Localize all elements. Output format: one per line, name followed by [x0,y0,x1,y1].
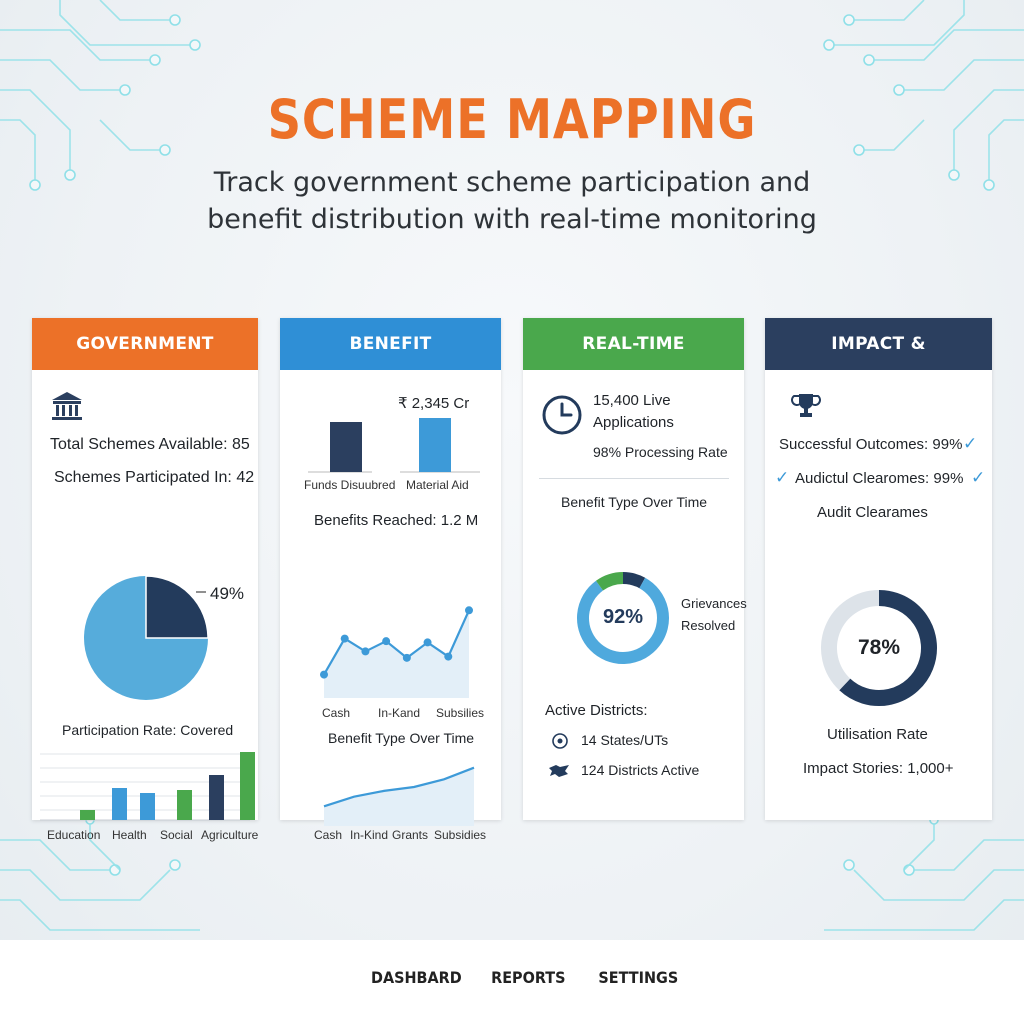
page-title: SCHEME MAPPING [267,88,757,151]
trend-label-cash: Cash [322,706,351,720]
trend-point-3 [382,637,391,646]
impact-stories-label: Impact Stories: 1,000+ [803,760,954,777]
impact-compliance-header[interactable]: IMPACT & COMPLIANCE [765,318,992,406]
benefits-reached-label: Benefits Reached: 1.2 M [314,512,479,529]
participation-bar-chart [40,752,255,821]
trend-line [323,609,471,676]
grievances-donut-segment-1 [577,577,669,664]
map-icon [549,765,569,777]
area-label-subsidies: Subsidies [434,828,487,842]
trend-point-5 [423,638,432,647]
check-icon-audit-right: ✓ [971,468,986,487]
audit-clearances-title: Audit Clearames [817,504,928,521]
bar-label-education: Education [47,828,101,842]
states-count-label: 14 States/UTs [581,732,669,748]
area-label-cash: Cash [314,828,343,842]
participation-bar-4 [209,775,224,820]
nav-settings[interactable]: SETTINGS [598,968,679,987]
participation-bar-3 [177,790,192,820]
grievances-donut-segment-0 [622,572,646,589]
utilisation-donut-segment-1 [821,590,880,691]
trend-label-subsidies: Subsilies [436,706,485,720]
active-districts-title: Active Districts: [545,702,648,719]
check-icon-outcomes: ✓ [963,434,978,453]
divider [539,478,729,479]
total-schemes-label: Total Schemes Available: 85 [50,436,250,453]
circuit-decoration-bottom-right [824,820,1024,931]
pie-percent-label: 49% [210,584,245,603]
utilisation-donut-segment-0 [839,590,937,706]
benefit-distribution-card: BENEFIT DISTRIBUTION ₹ 2,345 Cr Funds Di… [280,318,501,842]
participation-bar-0 [80,810,95,820]
page-subtitle: Track government scheme participation an… [207,167,817,235]
area-line [323,766,475,808]
successful-outcomes-label: Successful Outcomes: 99% [779,436,963,453]
circuit-decoration-bottom-left [0,820,200,931]
utilisation-rate-label: Utilisation Rate [827,726,928,743]
funds-amount-label: ₹ 2,345 Cr [398,395,470,412]
area-label-grants: Grants [392,828,429,842]
bar-label-social: Social [160,828,193,842]
area-label-in-kind: In-Kind [350,828,389,842]
target-icon [552,733,568,749]
check-icon-audit-left: ✓ [775,468,790,487]
participation-bar-2 [140,793,155,820]
trophy-icon [791,394,821,417]
schemes-participated-label: Schemes Participated In: 42 [54,469,255,486]
government-schemes-header[interactable]: GOVERNMENT SCHEMES [32,318,258,406]
participation-bar-1 [112,788,127,820]
grievances-donut-value: 92% [602,606,644,628]
utilisation-donut-chart [821,590,937,706]
real-time-monitoring-card: REAL-TIME MONITORING 15,400 Live Applica… [523,318,747,820]
real-time-monitoring-header[interactable]: REAL-TIME MONITORING [523,318,744,406]
trend-point-1 [340,634,349,643]
benefit-type-over-time-title: Benefit Type Over Time [328,730,475,746]
funds-bar-1 [419,418,451,472]
circuit-decoration-top-right [823,0,1024,191]
audit-clearances-label: Audictul Clearomes: 99% [795,470,964,487]
government-schemes-card: GOVERNMENT SCHEMES Total Schemes Availab… [32,318,258,842]
trend-point-7 [465,606,473,615]
bar-label-agriculture: Agriculture [201,828,259,842]
live-applications-line2: Applications [593,414,674,431]
nav-dashboard[interactable]: DASHBARD [371,968,462,987]
districts-active-label: 124 Districts Active [581,762,700,778]
benefit-trend-line-chart [320,606,473,698]
trend-point-6 [444,652,453,661]
bar-label-health: Health [112,828,147,842]
grievances-donut-chart [577,572,669,664]
benefit-type-area-chart [323,766,475,826]
utilisation-donut-value: 78% [857,636,901,659]
impact-compliance-card: IMPACT & COMPLIANCE Successful Outcomes:… [765,318,992,820]
processing-rate-label: 98% Processing Rate [593,444,728,460]
benefit-distribution-header[interactable]: BENEFIT DISTRIBUTION [280,318,501,406]
circuit-decoration-top-left [0,0,201,191]
nav-reports[interactable]: REPORTS [491,968,566,987]
trend-point-0 [320,670,328,679]
trend-area [324,610,469,698]
funds-bar-chart [308,418,480,473]
participation-pie-chart [84,575,209,700]
bottom-nav: DASHBARD REPORTS SETTINGS [0,940,1024,1024]
participation-rate-label: Participation Rate: Covered [62,722,234,738]
grievances-donut-segment-2 [595,572,624,591]
clock-icon [542,395,582,435]
grievances-label-line2: Resolved [681,618,736,633]
grievances-label-line1: Grievances [681,596,747,611]
trend-point-2 [361,647,370,656]
funds-disbursed-label: Funds Disuubred [304,478,396,492]
trend-label-in-kind: In-Kand [378,706,421,720]
participation-bar-5 [240,752,255,820]
pie-slice-participated [145,575,209,639]
trend-point-4 [402,653,411,662]
funds-bar-0 [330,422,362,472]
benefit-type-over-time-label: Benefit Type Over Time [561,494,708,510]
bank-icon [52,392,82,420]
live-applications-line1: 15,400 Live [593,392,671,409]
material-aid-label: Material Aid [406,478,469,492]
